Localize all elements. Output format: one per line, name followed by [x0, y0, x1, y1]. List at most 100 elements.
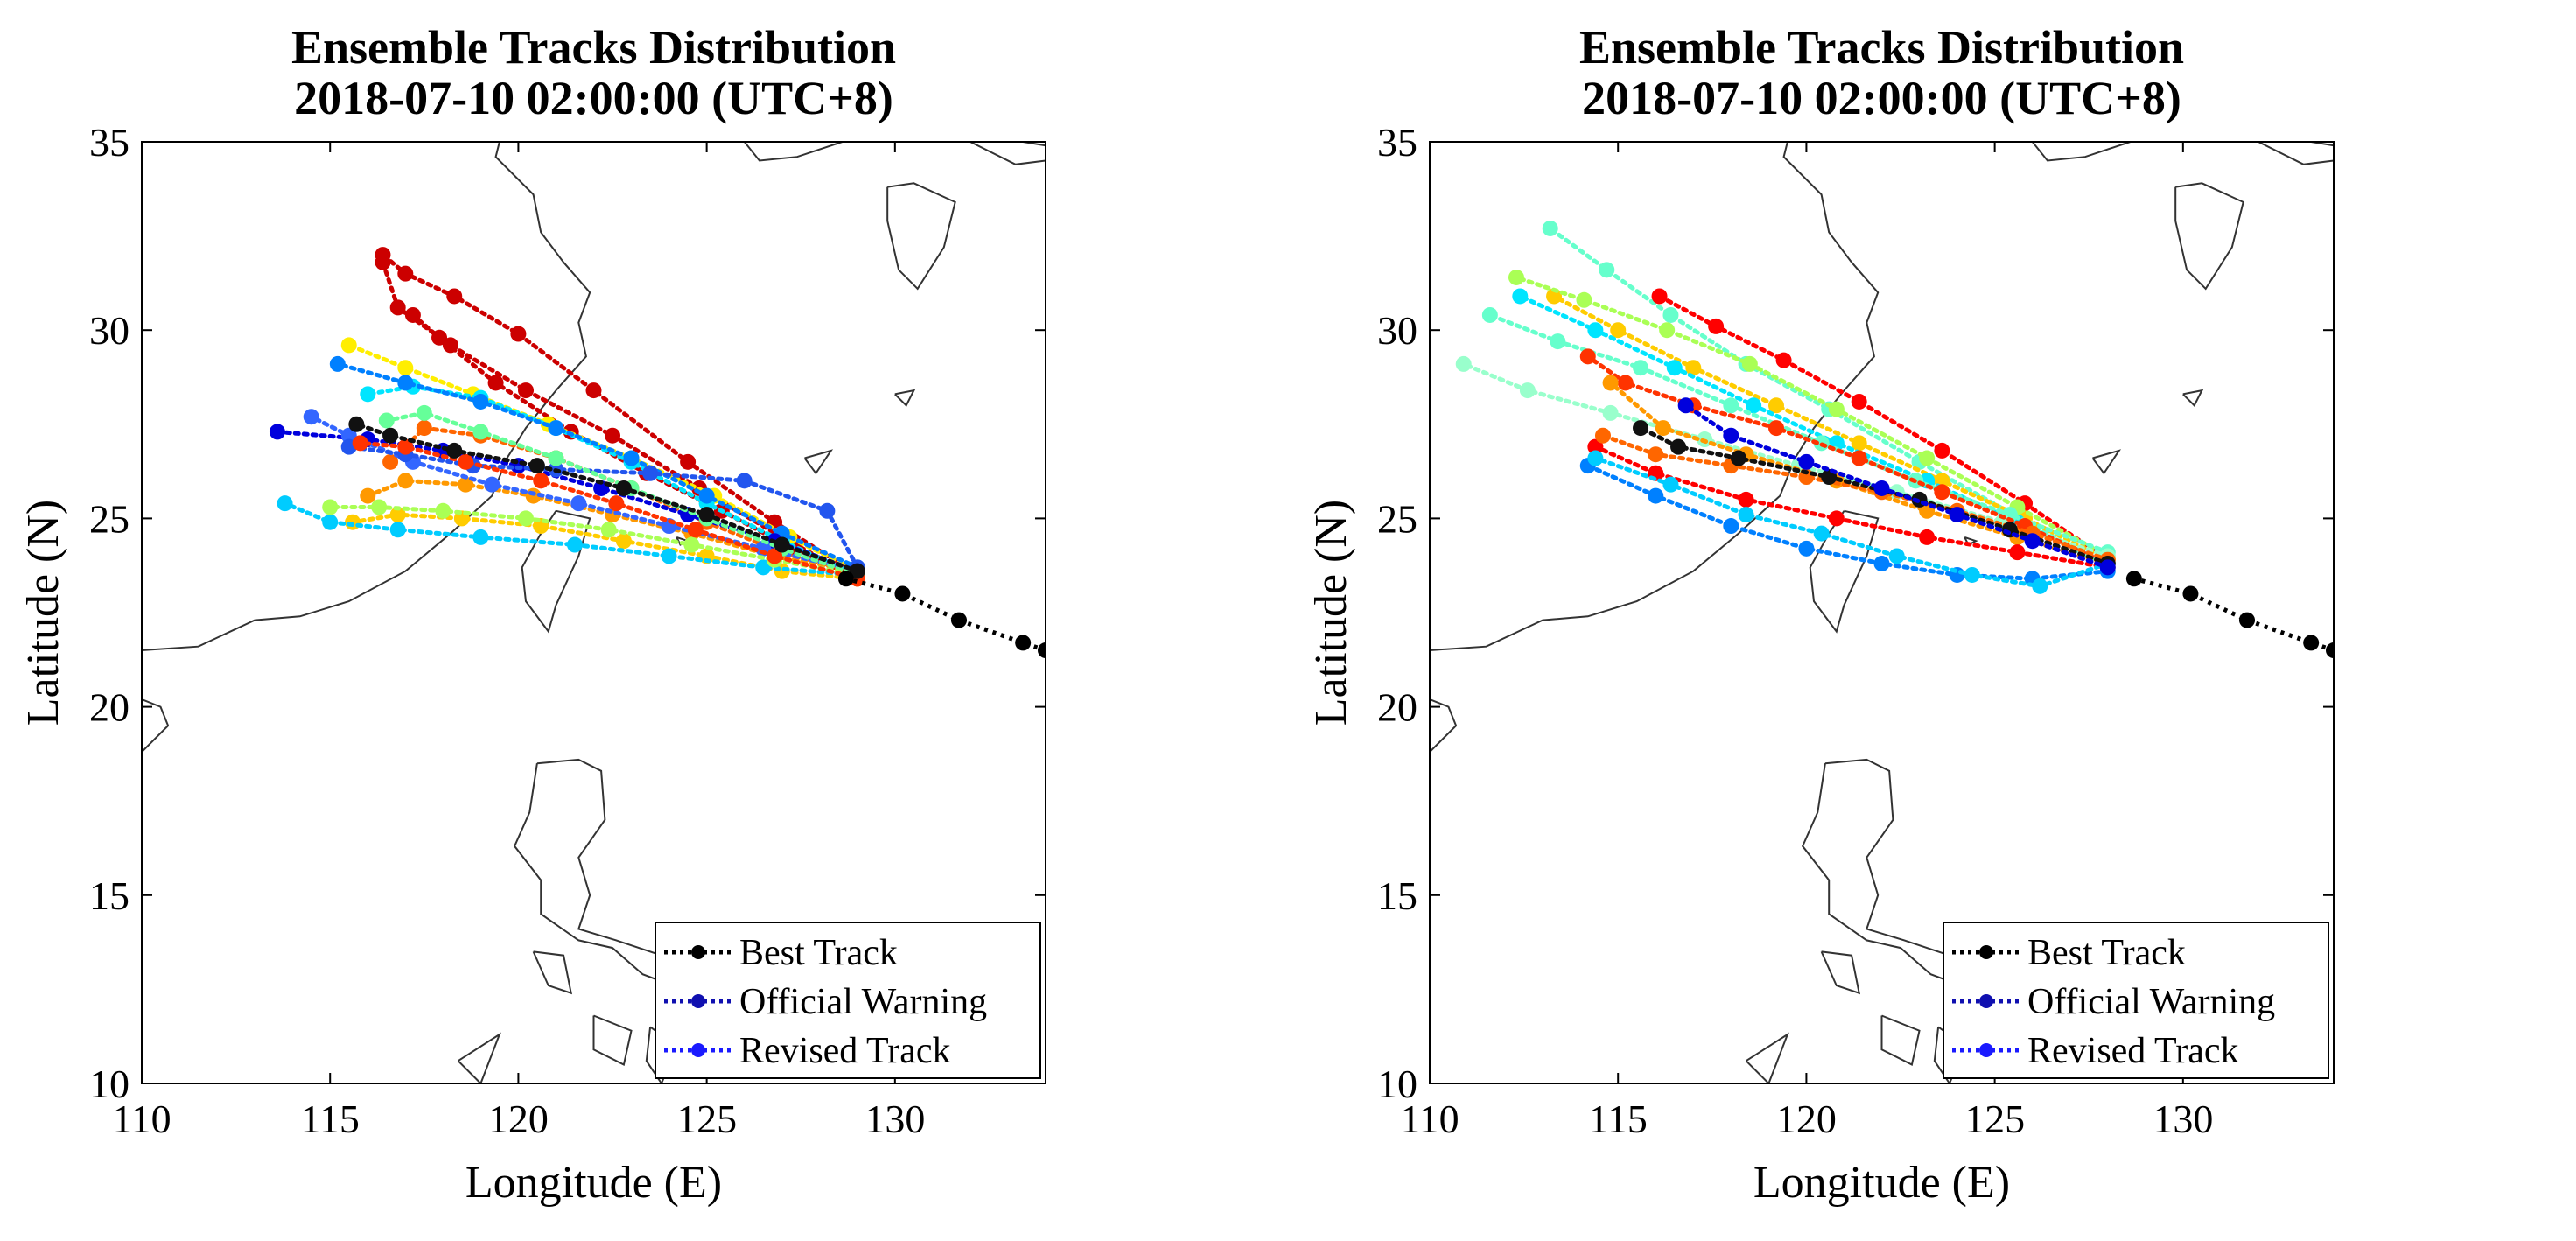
ensemble-point-15-4 [533, 473, 550, 489]
legend-marker-0 [691, 945, 705, 959]
ensemble-point-9-7 [329, 355, 346, 372]
ensemble-track-line-9 [335, 361, 860, 570]
best-track-point-3 [894, 585, 911, 602]
coastline-9 [2182, 389, 2204, 407]
legend-label-1: Official Warning [2027, 982, 2275, 1022]
best-track-point-1 [2303, 635, 2320, 651]
y-tick-label-5: 35 [89, 120, 130, 165]
ensemble-point-14-6 [371, 499, 388, 515]
ensemble-point-6-7 [340, 337, 357, 354]
legend-label-0: Best Track [2027, 933, 2186, 973]
ensemble-point-13-5 [472, 424, 489, 440]
ensemble-point-2-5 [487, 375, 504, 391]
y-tick-label-0: 10 [1377, 1062, 1418, 1106]
x-tick-label-1: 115 [1589, 1097, 1648, 1141]
ensemble-point-2-5 [1685, 360, 1702, 376]
ensemble-point-14-6 [1677, 397, 1694, 414]
coastline-5 [970, 142, 1046, 165]
ensemble-point-14-4 [518, 510, 535, 527]
ensemble-point-14-7 [322, 499, 339, 515]
ensemble-point-1-4 [1775, 352, 1792, 368]
ensemble-point-10-6 [1648, 487, 1664, 504]
legend-marker-2 [691, 1043, 705, 1057]
ensemble-point-9-6 [397, 375, 414, 391]
ensemble-point-8-6 [1602, 375, 1619, 391]
best-track-point-2 [2239, 612, 2256, 628]
ensemble-point-8-5 [1655, 420, 1671, 437]
ensemble-point-2-6 [1610, 322, 1627, 339]
x-axis-label: Longitude (E) [1754, 1158, 2010, 1208]
ensemble-point-0-6 [1599, 262, 1615, 278]
coastline-0 [142, 142, 592, 651]
ensemble-point-9-2 [1919, 529, 1936, 545]
ensemble-point-11-1 [755, 540, 772, 557]
ensemble-point-1-3 [605, 427, 621, 444]
ensemble-track-9 [329, 355, 865, 576]
y-tick-label-1: 15 [1377, 873, 1418, 918]
ensemble-point-1-7 [374, 254, 391, 270]
chart-title-line-1: Ensemble Tracks Distribution [1579, 21, 2184, 74]
ensemble-point-14-0 [2099, 559, 2116, 576]
ensemble-point-2-6 [431, 329, 448, 346]
ensemble-point-7-4 [1768, 420, 1784, 437]
ensemble-point-15-6 [397, 438, 414, 455]
ensemble-point-11-3 [1888, 548, 1905, 564]
ensemble-point-15-7 [352, 435, 368, 452]
ensemble-track-11 [1587, 450, 2116, 594]
ensemble-point-7-3 [1851, 450, 1867, 466]
coastline-3 [743, 142, 843, 162]
coastline-4 [2174, 182, 2244, 291]
ensemble-point-3-6 [1587, 322, 1604, 339]
plot-area [142, 142, 1046, 1083]
ensemble-point-13-4 [1730, 450, 1746, 466]
legend-label-0: Best Track [739, 933, 898, 973]
ensemble-point-4-4 [1741, 355, 1758, 372]
ensemble-track-line-8 [283, 501, 860, 578]
ensemble-point-14-5 [1723, 427, 1740, 444]
coastline-8 [1964, 536, 1978, 546]
ensemble-point-0-7 [1542, 220, 1558, 236]
coastline-11 [1820, 950, 1861, 995]
ensemble-point-13-6 [416, 404, 432, 421]
x-tick-label-0: 110 [112, 1097, 171, 1141]
ensemble-point-14-2 [683, 536, 700, 553]
ensemble-point-14-3 [1873, 480, 1890, 496]
ensemble-point-14-2 [1949, 507, 1965, 523]
ensemble-point-16-5 [446, 442, 463, 459]
ensemble-point-11-1 [2032, 578, 2048, 594]
ensemble-track-line-14 [327, 505, 860, 578]
ensemble-point-11-6 [340, 427, 357, 444]
coastline-7 [2091, 449, 2122, 475]
ensemble-point-1-4 [518, 382, 535, 399]
ensemble-point-15-2 [687, 522, 704, 538]
ensemble-point-11-2 [1964, 566, 1980, 583]
chart-title-line-2: 2018-07-10 02:00:00 (UTC+8) [294, 72, 893, 124]
x-axis-label: Longitude (E) [466, 1158, 722, 1208]
ensemble-point-15-1 [766, 548, 783, 564]
ensemble-point-8-5 [389, 522, 406, 538]
ensemble-point-16-6 [382, 427, 399, 444]
coastline-7 [803, 449, 834, 475]
coastline-12 [1880, 1014, 1921, 1066]
ensemble-point-3-6 [416, 420, 432, 437]
x-tick-label-3: 125 [676, 1097, 737, 1141]
ensemble-point-12-1 [819, 502, 836, 519]
x-tick-label-2: 120 [1776, 1097, 1837, 1141]
y-tick-label-3: 25 [89, 496, 130, 541]
best-track-point-0 [1038, 642, 1046, 659]
ensemble-point-1-2 [1934, 442, 1950, 459]
ensemble-track-line-15 [358, 440, 860, 581]
ensemble-point-5-7 [1481, 306, 1498, 323]
y-tick-label-3: 25 [1377, 496, 1418, 541]
legend-label-2: Revised Track [2027, 1031, 2239, 1071]
ensemble-point-4-2 [1919, 450, 1936, 466]
ensemble-point-16-0 [849, 563, 865, 579]
chart-panel-right: Ensemble Tracks Distribution 2018-07-10 0… [1288, 0, 2576, 1237]
chart-title-line-1: Ensemble Tracks Distribution [291, 21, 896, 74]
ensemble-point-3-5 [1666, 360, 1683, 376]
coastline-1 [142, 698, 170, 753]
ensemble-point-8-6 [322, 514, 339, 530]
ensemble-point-4-5 [1659, 322, 1676, 339]
